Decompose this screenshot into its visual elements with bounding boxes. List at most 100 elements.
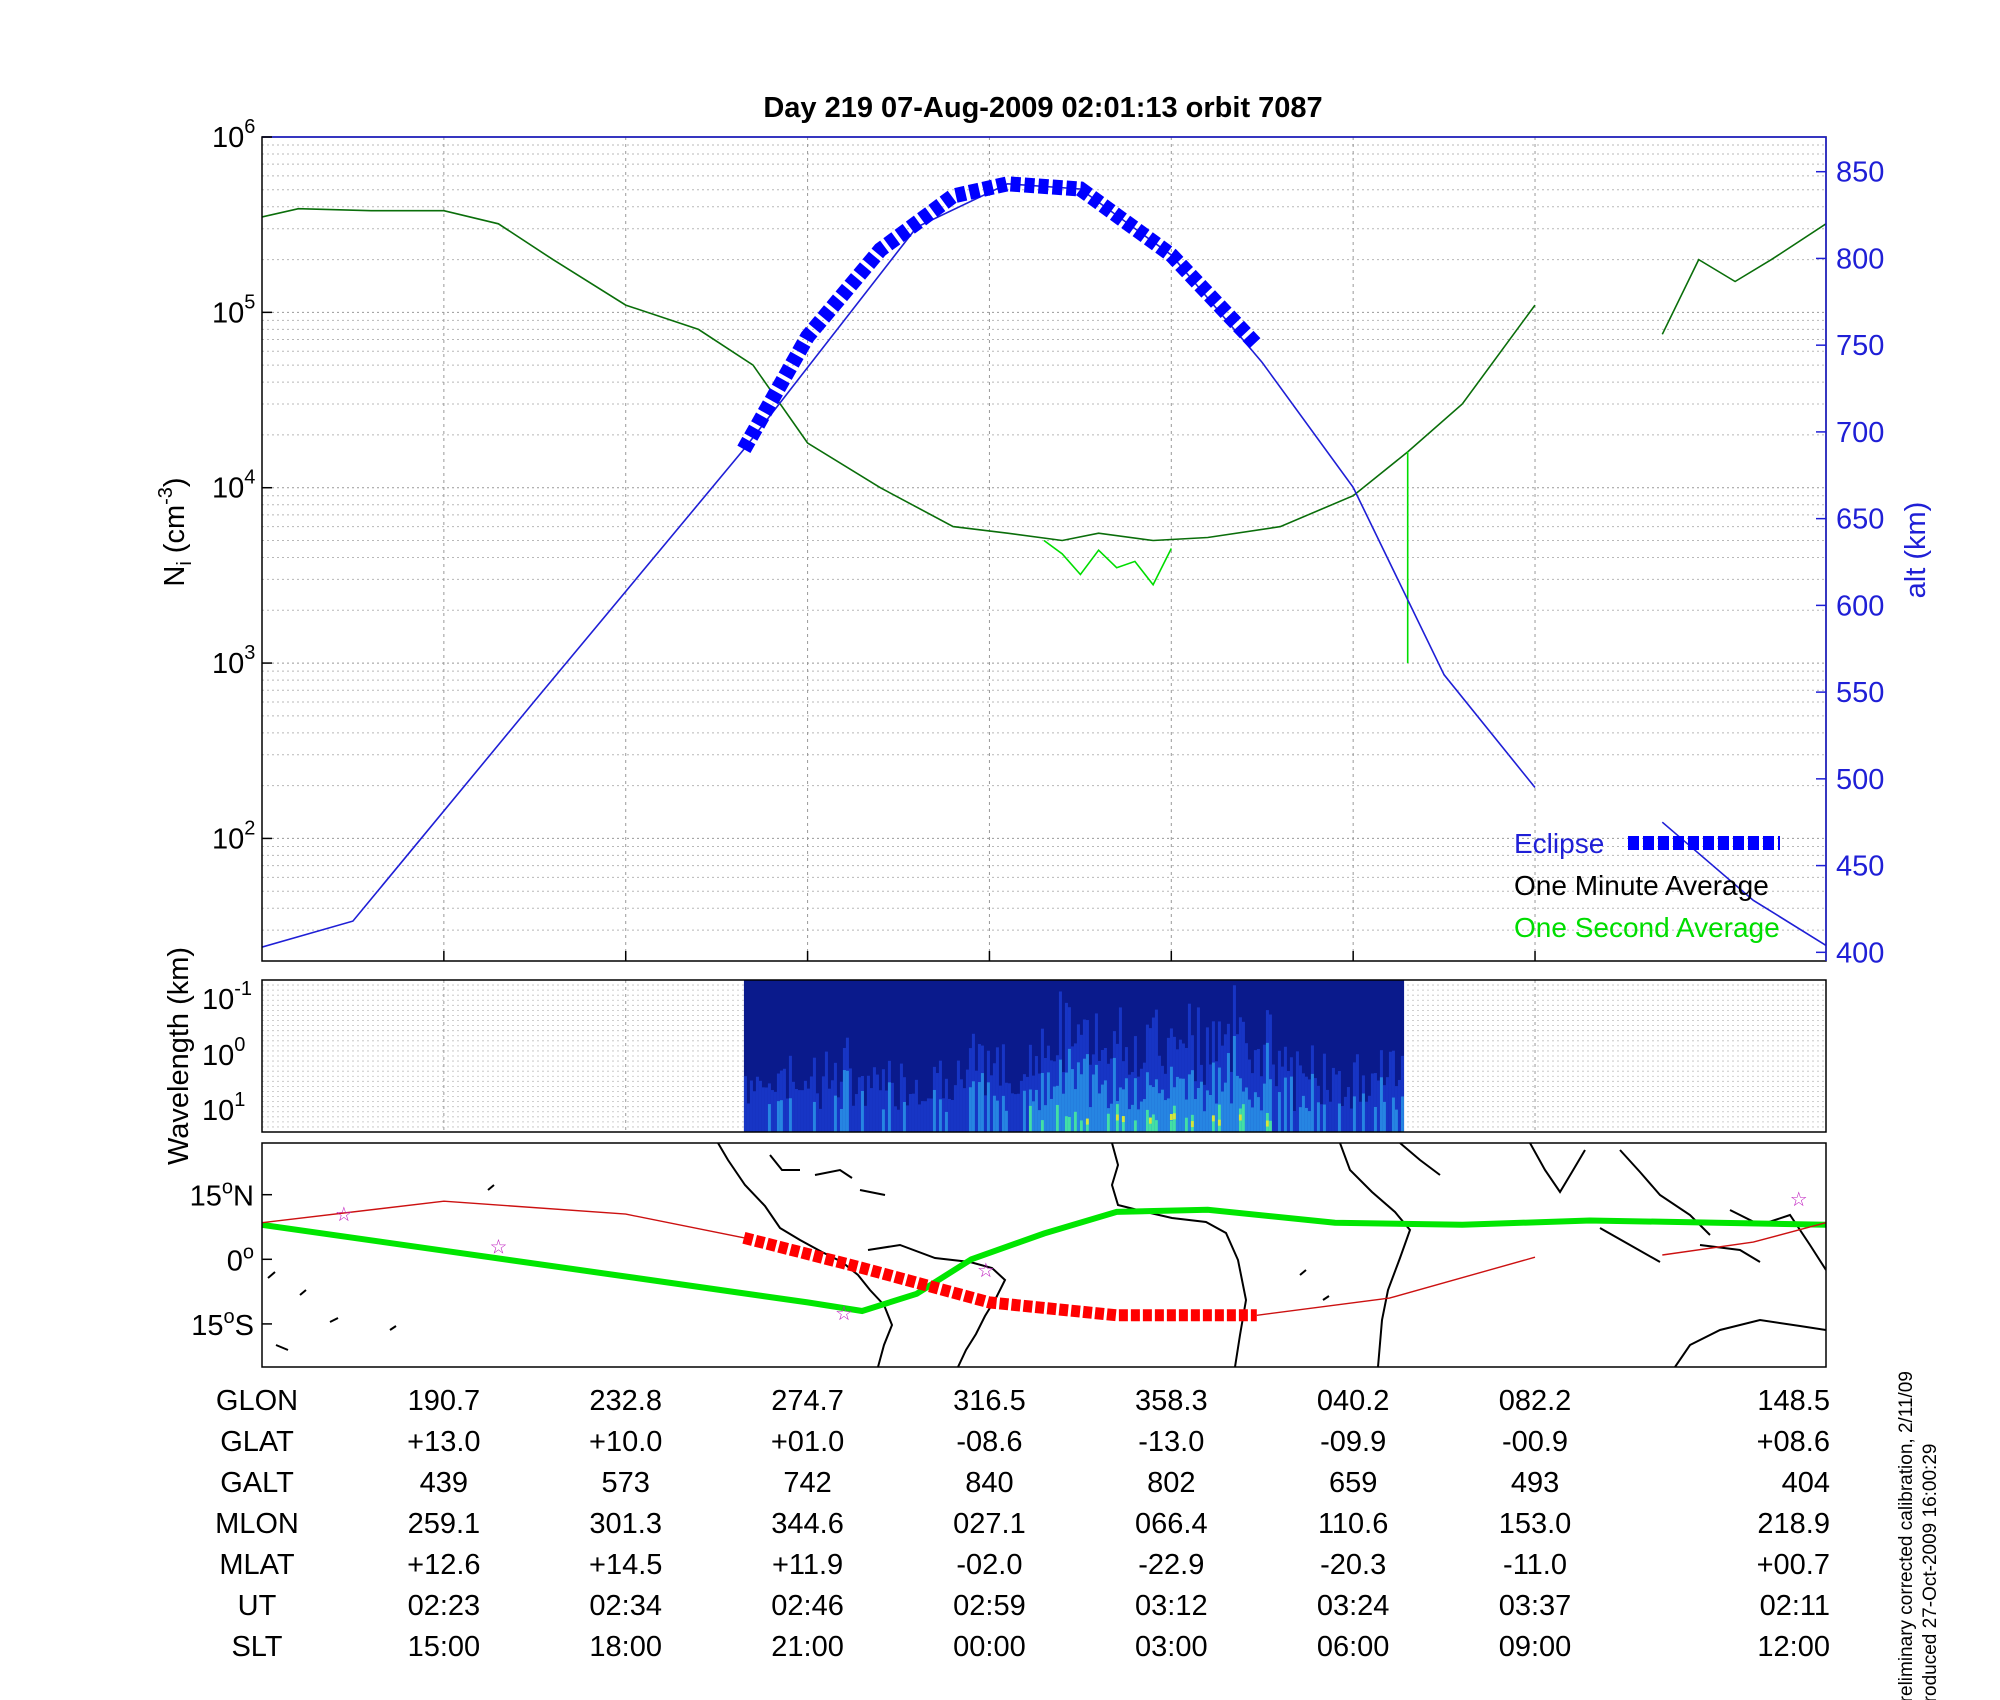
y-tick-label: 105 [212,291,255,329]
spectrogram-column-mid [1187,1074,1191,1132]
spectrogram-column [890,1082,894,1132]
spectrogram-column [773,1091,777,1132]
spectrogram-column [1019,1080,1023,1132]
spectrogram-column [785,1098,789,1132]
spectrogram-column [764,1087,768,1132]
spectrogram-column [1202,1084,1206,1132]
y-tick-label: 102 [212,817,255,855]
y2-tick-label: 450 [1836,851,1884,883]
spectrogram-column-mid [1130,1104,1134,1132]
spectrogram-column-mid [1307,1111,1311,1132]
spectrogram-column [1256,1049,1260,1132]
spectrogram-column [1271,1064,1275,1132]
spectrogram-column-mid [1004,1110,1008,1132]
table-cell: 232.8 [589,1385,662,1417]
table-cell: +10.0 [589,1426,662,1458]
table-cell: +08.6 [1757,1426,1830,1458]
spectrogram-column [935,1073,939,1132]
spectrogram-column-high [1151,1114,1155,1132]
spectrogram-column [1106,1063,1110,1132]
spectrogram-column [881,1069,885,1132]
spectrogram-column [1214,1061,1218,1132]
spectrogram-column-mid [1277,1092,1281,1132]
spectrogram-column-mid [1046,1072,1050,1132]
table-cell: +13.0 [407,1426,480,1458]
spectrogram-column-mid [1250,1107,1254,1132]
spectrogram-y-tick-base: 10 [202,1095,234,1127]
spectrogram-column-mid [1262,1083,1266,1132]
spectrogram-column [1088,1064,1092,1132]
spectrogram-column [761,1087,765,1132]
y-tick-label: 104 [212,467,255,505]
spectrogram-y-tick-exponent: -1 [234,978,252,1000]
spectrogram-column-mid [1337,1103,1341,1132]
spectrogram-column [917,1104,921,1132]
spectrogram-column-high [1055,1104,1059,1132]
map-star-marker: ☆ [489,1236,507,1258]
map-y-tick-label: 0o [227,1241,254,1277]
y2-tick-label: 750 [1836,330,1884,362]
footer-line2: Produced 27-Oct-2009 16:00:29 [1920,1444,1941,1700]
top-series [262,176,1826,948]
spectrogram-column [1025,1076,1029,1132]
spectrogram-column [806,1088,810,1132]
map-star-marker: ☆ [835,1303,853,1325]
table-row-label: UT [238,1590,277,1622]
spectrogram-column-mid [1316,1102,1320,1132]
spectrogram-column [959,1079,963,1132]
table-cell: +00.7 [1757,1549,1830,1581]
spectrogram-column [824,1051,828,1132]
spectrogram-column-mid [1151,1087,1155,1132]
spectrogram-column [899,1063,903,1132]
spectrogram-column [1307,1079,1311,1132]
spectrogram-column [1205,1027,1209,1132]
spectrogram-column-mid [1310,1073,1314,1132]
spectrogram-column-mid [1157,1093,1161,1132]
spectrogram-column-mid [1169,1066,1173,1132]
table-cell: 09:00 [1499,1631,1572,1663]
map-series [262,1200,1826,1322]
spectrogram-column-mid [1100,1084,1104,1132]
spectrogram-column-mid [1166,1098,1170,1132]
spectrogram-column [1313,1078,1317,1132]
y-tick-base: 10 [212,823,244,855]
spectrogram-column [1187,1003,1191,1132]
spectrogram-column [1109,1058,1113,1132]
spectrogram-column-peak [1148,1117,1152,1124]
spectrogram-column [1376,1080,1380,1132]
table-cell: 573 [602,1467,650,1499]
table-cell: +01.0 [771,1426,844,1458]
spectrogram-column-mid [1040,1072,1044,1132]
top-grid [262,136,1826,962]
spectrogram-column [803,1080,807,1132]
coastline-south-america-east [867,1243,1007,1367]
map-y-tick-degree: o [224,1306,235,1328]
spectrogram-column-mid [1211,1062,1215,1132]
map-frame [261,1142,1827,1368]
spectrogram-column-mid [1124,1078,1128,1132]
spectrogram-column-mid [1232,1036,1236,1132]
spectrogram-column-mid [1283,1077,1287,1132]
table-cell: 02:46 [771,1590,844,1622]
one-minute-average-line [1661,223,1826,335]
table-cell: 344.6 [771,1508,844,1540]
spectrogram-column-peak [1121,1116,1125,1123]
spectrogram-column [1010,1093,1014,1132]
table-cell: 082.2 [1499,1385,1572,1417]
table-row-label: MLON [215,1508,299,1540]
spectrogram-column-mid [1238,1078,1242,1132]
spectrogram-column-mid [1154,1079,1158,1132]
table-cell: 02:23 [408,1590,481,1622]
spectrogram-column-mid [1178,1078,1182,1132]
spectrogram-column [1127,1074,1131,1132]
spectrogram-column [1130,1072,1134,1132]
spectrogram-column-mid [1259,1110,1263,1132]
spectrogram-column [1295,1051,1299,1132]
y-tick-base: 10 [212,473,244,505]
spectrogram-column-mid [1184,1099,1188,1132]
spectrogram-column [869,1088,873,1132]
spectrogram-column [1343,1096,1347,1132]
spectrogram-column [911,1093,915,1132]
